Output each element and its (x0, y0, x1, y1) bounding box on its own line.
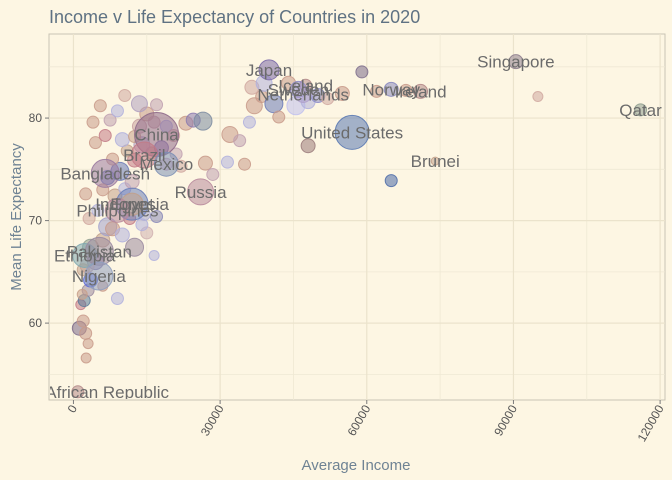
data-point (220, 155, 234, 169)
data-point (370, 84, 384, 98)
data-point (532, 91, 544, 103)
data-point (114, 132, 130, 148)
x-axis-label: Average Income (302, 457, 411, 474)
chart-title: Income v Life Expectancy of Countries in… (49, 7, 420, 27)
y-axis-label: Mean Life Expectancy (8, 143, 25, 291)
data-point (300, 138, 316, 154)
data-point (79, 187, 93, 201)
data-point (88, 136, 102, 150)
data-point (76, 314, 90, 328)
point-label: China (134, 125, 179, 144)
data-point (148, 249, 160, 261)
y-tick-label: 80 (29, 111, 43, 125)
labeled-data-point (71, 385, 85, 399)
point-label: Nigeria (72, 267, 126, 286)
point-label: Bangladesh (60, 164, 150, 183)
data-point (118, 89, 132, 103)
labeled-data-point (413, 83, 429, 99)
point-label: Netherlands (257, 85, 349, 104)
point-label: United States (301, 123, 403, 142)
labeled-data-point (383, 81, 399, 97)
y-tick-label: 70 (29, 214, 43, 228)
data-point (103, 113, 117, 127)
labeled-data-point (90, 158, 120, 188)
data-point (91, 203, 105, 217)
data-point (384, 174, 398, 188)
data-point (79, 326, 93, 340)
data-point (355, 65, 369, 79)
data-point (80, 352, 92, 364)
point-label: Russia (175, 183, 228, 202)
point-label: Iceland (278, 76, 333, 95)
point-label: Singapore (477, 53, 555, 72)
data-point (93, 99, 107, 113)
data-point (206, 167, 220, 181)
data-point (76, 288, 88, 300)
labeled-data-point (634, 103, 648, 117)
data-point (321, 92, 335, 106)
data-point (233, 134, 247, 148)
data-point (135, 218, 149, 232)
data-point (238, 157, 252, 171)
labeled-data-point (130, 141, 158, 169)
data-point (193, 111, 213, 131)
labeled-data-point (508, 54, 524, 70)
data-point (86, 115, 100, 129)
point-label: Philippines (76, 201, 158, 220)
labeled-data-point (104, 197, 130, 223)
point-label: Sweden (268, 80, 329, 99)
point-label: Pakistan (67, 242, 132, 261)
point-label: Japan (246, 61, 292, 80)
point-label: Mexico (139, 155, 193, 174)
data-point (150, 209, 164, 223)
labeled-data-point (187, 178, 215, 206)
labeled-data-point (84, 261, 114, 291)
data-point (98, 128, 112, 142)
point-label: Central African Republic (0, 383, 170, 402)
data-point (110, 292, 124, 306)
point-label: Norway (362, 80, 420, 99)
data-point (242, 115, 256, 129)
data-point (334, 85, 350, 101)
labeled-data-point (153, 151, 179, 177)
point-label: Brunei (411, 152, 460, 171)
data-point (272, 110, 286, 124)
data-point (125, 237, 145, 257)
point-label: Brazil (123, 146, 166, 165)
data-point (399, 83, 413, 97)
labeled-data-point (334, 114, 370, 150)
labeled-data-point (258, 59, 280, 81)
data-point (82, 212, 96, 226)
data-point (114, 227, 130, 243)
point-label: Ethiopia (54, 246, 116, 265)
point-label: Indonesia (95, 195, 169, 214)
y-tick-label: 60 (29, 316, 43, 330)
labeled-data-point (294, 85, 312, 103)
data-point (150, 98, 164, 112)
data-point (82, 338, 94, 350)
data-points (71, 54, 648, 399)
data-point (130, 95, 148, 113)
data-point (264, 94, 284, 114)
labeled-data-point (430, 156, 440, 166)
point-label: Ireland (395, 82, 447, 101)
point-label: Qatar (619, 101, 662, 120)
data-point (197, 155, 213, 171)
point-label: Egypt (110, 195, 154, 214)
data-point (110, 104, 124, 118)
